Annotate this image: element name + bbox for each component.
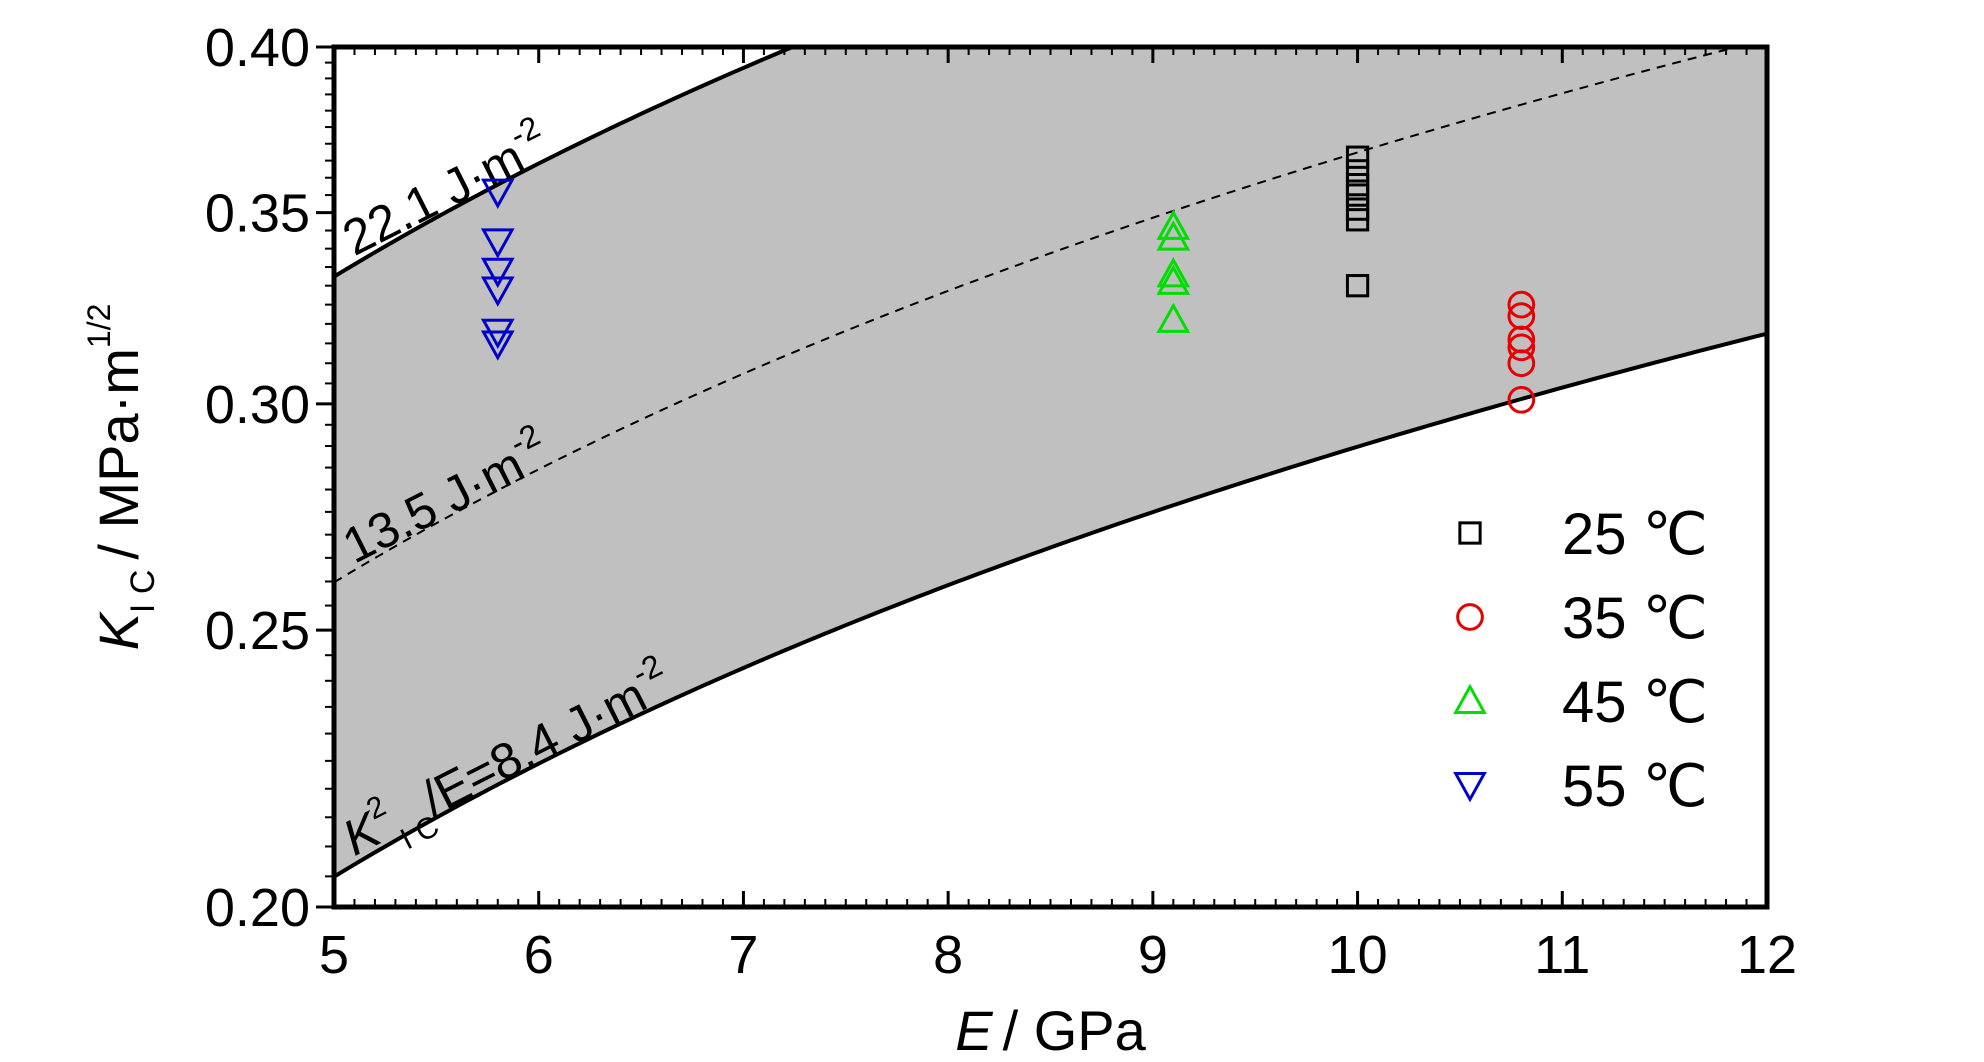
data-point-triangle-up [1156,257,1191,288]
x-axis-unit: / GPa [1003,999,1147,1062]
legend-symbol-triangle-down [1453,772,1487,803]
x-tick-label: 7 [728,925,758,985]
data-point-triangle-down [480,330,515,361]
data-point-square [1345,145,1370,169]
energy-line-2 [334,331,1767,879]
axis-ticks-layer: 5 6 7 8 9 10 11 12 0.20 0.25 0.30 0.35 0.40 [205,18,1797,985]
legend-label: 45 ℃ [1562,670,1708,735]
x-axis-title: E / GPa [955,999,1146,1062]
y-tick-label: 0.30 [205,375,310,435]
data-point-triangle-up [1156,264,1191,295]
shaded-band [334,47,1767,877]
data-point-square [1345,159,1370,183]
data-markers-layer [480,145,1536,414]
legend-label: 35 ℃ [1562,586,1708,651]
legend-symbol-square [1458,521,1482,545]
y-tick-label: 0.40 [205,18,310,78]
y-axis-title: KI C / MPa·m1/2 [81,304,162,651]
data-point-square [1345,274,1370,298]
legend-symbol-circle [1456,603,1484,631]
legend-symbol-triangle-up [1453,683,1487,714]
data-point-circle [1507,333,1536,362]
x-tick-label: 5 [319,925,349,985]
x-tick-label: 11 [1534,925,1590,985]
y-tick-label: 0.25 [205,601,310,661]
data-point-triangle-down [480,276,515,307]
x-tick-label: 12 [1737,925,1797,985]
energy-lines-layer [334,47,1767,879]
x-axis-var: E [955,999,993,1062]
data-point-circle [1507,385,1536,414]
data-point-triangle-down [480,228,515,259]
data-point-circle [1507,349,1536,378]
data-point-triangle-down [480,257,515,289]
legend-label: 25 ℃ [1562,502,1708,567]
legend-label: 55 ℃ [1562,754,1708,819]
shaded-band-layer [334,47,1767,877]
data-point-square [1345,183,1370,207]
y-axis-var: K [87,610,150,650]
energy-line-1 [334,47,1741,584]
axis-titles-layer: E / GPa KI C / MPa·m1/2 [81,304,1147,1062]
x-tick-label: 8 [933,925,963,985]
data-point-square [1345,208,1370,232]
x-tick-label: 9 [1138,925,1168,985]
data-point-triangle-up [1156,220,1191,251]
energy-line-0 [334,47,798,279]
legend: 25 ℃ 35 ℃ 45 ℃ 55 ℃ [1453,502,1708,819]
y-axis-unit: / MPa·m [87,348,150,560]
y-tick-label: 0.20 [205,878,310,938]
y-tick-label: 0.35 [205,184,310,244]
y-axis-sub: I C [124,570,162,613]
data-point-triangle-down [480,178,515,209]
y-axis-title-text: KI C / MPa·m1/2 [81,304,162,651]
data-point-circle [1507,290,1536,319]
x-tick-label: 6 [524,925,554,985]
x-tick-label: 10 [1328,925,1388,985]
data-point-triangle-up [1156,302,1191,333]
data-point-triangle-up [1156,209,1191,240]
y-axis-sup: 1/2 [81,304,117,348]
